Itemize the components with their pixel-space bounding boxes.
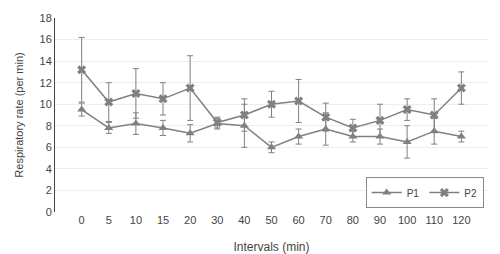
svg-text:5: 5 <box>106 214 112 226</box>
svg-text:90: 90 <box>374 214 386 226</box>
svg-text:18: 18 <box>40 12 52 24</box>
svg-text:30: 30 <box>211 214 223 226</box>
svg-text:110: 110 <box>425 214 443 226</box>
svg-text:2: 2 <box>46 184 52 196</box>
svg-text:4: 4 <box>46 163 52 175</box>
svg-text:120: 120 <box>452 214 470 226</box>
svg-text:15: 15 <box>157 214 169 226</box>
svg-text:Intervals (min): Intervals (min) <box>233 240 309 254</box>
svg-text:60: 60 <box>292 214 304 226</box>
svg-text:16: 16 <box>40 33 52 45</box>
svg-text:70: 70 <box>320 214 332 226</box>
svg-text:P2: P2 <box>464 188 477 199</box>
svg-text:20: 20 <box>184 214 196 226</box>
svg-text:0: 0 <box>46 206 52 218</box>
svg-text:40: 40 <box>238 214 250 226</box>
svg-text:P1: P1 <box>407 188 420 199</box>
svg-text:50: 50 <box>265 214 277 226</box>
svg-text:0: 0 <box>79 214 85 226</box>
svg-text:8: 8 <box>46 120 52 132</box>
svg-text:6: 6 <box>46 141 52 153</box>
svg-text:10: 10 <box>130 214 142 226</box>
svg-text:80: 80 <box>347 214 359 226</box>
svg-text:Respiratory rate (per min): Respiratory rate (per min) <box>13 52 25 177</box>
svg-text:10: 10 <box>40 98 52 110</box>
svg-text:100: 100 <box>398 214 416 226</box>
svg-text:14: 14 <box>40 55 52 67</box>
svg-text:12: 12 <box>40 77 52 89</box>
